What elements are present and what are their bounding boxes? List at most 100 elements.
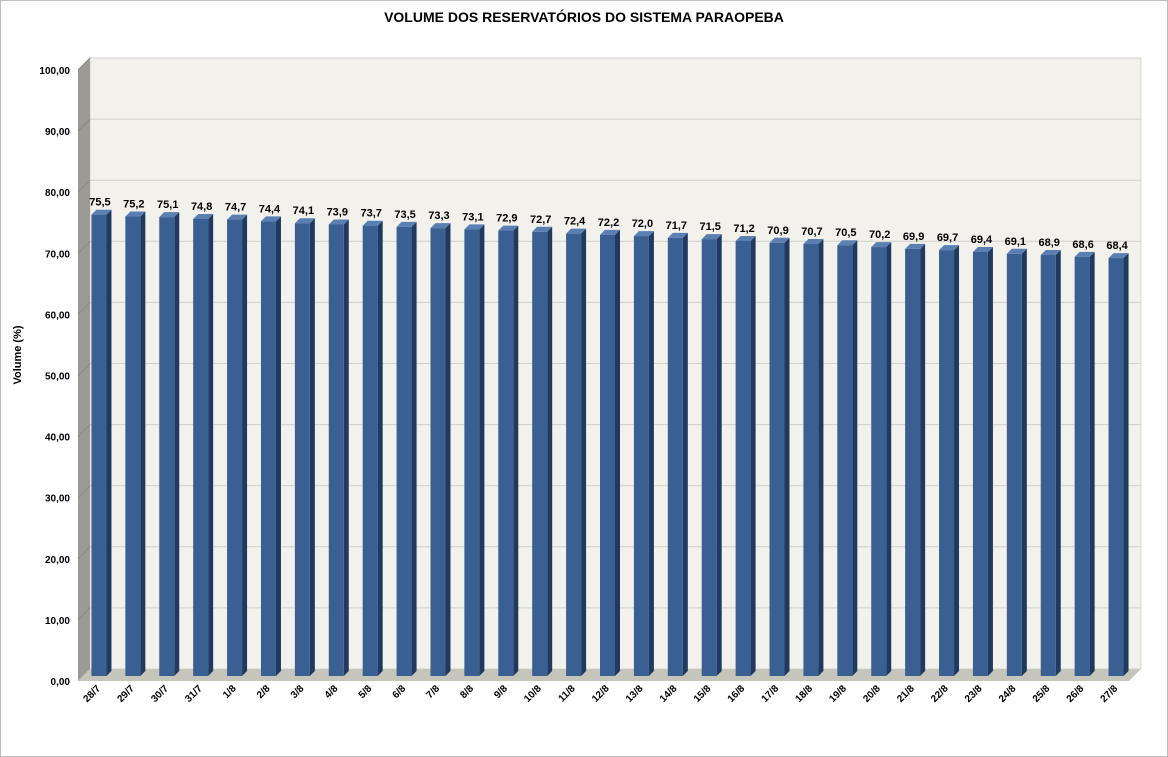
y-tick-label: 80,00: [45, 188, 70, 199]
bar-top: [294, 218, 315, 224]
data-label: 69,7: [937, 232, 958, 244]
bar-side: [106, 209, 112, 676]
y-tick-label: 50,00: [45, 372, 70, 383]
gridline-side: [77, 363, 91, 376]
data-label: 72,0: [632, 218, 653, 230]
bar: [566, 228, 587, 677]
bar-side: [750, 235, 756, 676]
chart-title: VOLUME DOS RESERVATÓRIOS DO SISTEMA PARA…: [384, 9, 784, 25]
bar-top: [905, 243, 926, 249]
bar-front: [939, 250, 955, 676]
bar-side: [479, 224, 485, 676]
y-tick-label: 60,00: [45, 310, 70, 321]
bar-front: [532, 231, 548, 677]
bar-side: [852, 240, 858, 676]
bar: [701, 234, 722, 676]
gridline-side: [77, 546, 91, 560]
bar-side: [174, 212, 180, 676]
x-axis-ticks: 28/7 29/7 30/7 31/7 1/8 2/8 3/8 4/8 5/8 6/8 7/8 8/8…: [82, 683, 1121, 705]
bar-front: [125, 216, 141, 676]
x-tick-label: 15/8: [692, 683, 714, 705]
bar-side: [1123, 253, 1129, 677]
bar-front: [566, 233, 582, 677]
bar-top: [1074, 251, 1095, 257]
bar-side: [208, 213, 214, 677]
bar-top: [735, 235, 756, 241]
data-label: 68,4: [1106, 240, 1128, 252]
x-tick-label: 30/7: [149, 683, 171, 705]
gridline-side: [77, 118, 91, 132]
x-tick-label: 16/8: [726, 683, 748, 705]
bar: [91, 209, 112, 676]
data-label: 68,9: [1039, 237, 1060, 249]
bar-front: [193, 218, 209, 677]
data-label: 73,1: [462, 211, 483, 223]
data-label: 72,2: [598, 217, 619, 229]
bar-side: [309, 218, 315, 676]
x-tick-label: 6/8: [391, 683, 409, 701]
x-tick-label: 21/8: [895, 683, 917, 705]
y-tick-label: 30,00: [45, 494, 70, 505]
bar: [1074, 251, 1095, 676]
bar-top: [600, 229, 620, 235]
bar-top: [498, 225, 519, 231]
bar: [633, 231, 654, 676]
bar-top: [430, 223, 451, 229]
x-tick-label: 7/8: [424, 683, 442, 701]
x-tick-label: 17/8: [760, 683, 782, 705]
data-label: 70,5: [835, 227, 856, 239]
bar-side: [1021, 248, 1027, 676]
bar-side: [682, 232, 688, 676]
x-tick-label: 20/8: [861, 683, 883, 705]
bar-top: [633, 231, 654, 237]
bar-side: [818, 239, 824, 676]
bar: [769, 237, 790, 676]
bar-front: [735, 240, 751, 676]
x-tick-label: 1/8: [221, 683, 239, 701]
bar-front: [498, 230, 514, 676]
bar-top: [566, 228, 587, 234]
data-label: 72,4: [564, 216, 586, 228]
bar-front: [972, 251, 988, 676]
data-label: 71,2: [733, 223, 754, 235]
data-label: 73,3: [428, 210, 449, 222]
x-tick-label: 25/8: [1031, 683, 1053, 705]
bar-side: [377, 220, 383, 676]
data-label: 71,7: [666, 220, 687, 232]
bar-side: [513, 225, 519, 676]
bar-front: [1006, 253, 1022, 676]
bar-front: [260, 221, 276, 676]
bar-top: [972, 246, 993, 252]
bar-front: [871, 247, 887, 676]
y-tick-label: 0,00: [51, 677, 71, 688]
data-label: 73,5: [394, 209, 415, 221]
gridline-side: [77, 424, 91, 437]
bar: [972, 246, 993, 676]
y-axis-ticks: 0,00 10,00 20,00 30,00 40,00 50,00 60,00 70,00 8…: [39, 66, 70, 688]
gridline-side: [77, 607, 91, 621]
bar-top: [769, 237, 790, 243]
data-label: 74,7: [225, 202, 246, 214]
bar-top: [1040, 250, 1061, 256]
bar-top: [260, 216, 281, 222]
bar-top: [227, 214, 248, 220]
data-label: 71,5: [699, 221, 720, 233]
bar: [227, 214, 248, 676]
bar: [837, 240, 858, 676]
bar-side: [886, 242, 892, 676]
bar-top: [396, 221, 417, 227]
data-label: 69,9: [903, 231, 924, 243]
bar-front: [430, 228, 446, 676]
bar: [803, 239, 824, 676]
bars: [91, 209, 1129, 677]
gridline-side: [77, 302, 91, 315]
bar-front: [1040, 255, 1056, 676]
bar-side: [1089, 251, 1095, 676]
gridline-side: [77, 240, 91, 254]
gridline-side: [77, 485, 91, 499]
bar-top: [837, 240, 858, 246]
gridline-side: [77, 57, 91, 71]
x-tick-label: 22/8: [929, 683, 951, 705]
bar-front: [905, 248, 921, 676]
